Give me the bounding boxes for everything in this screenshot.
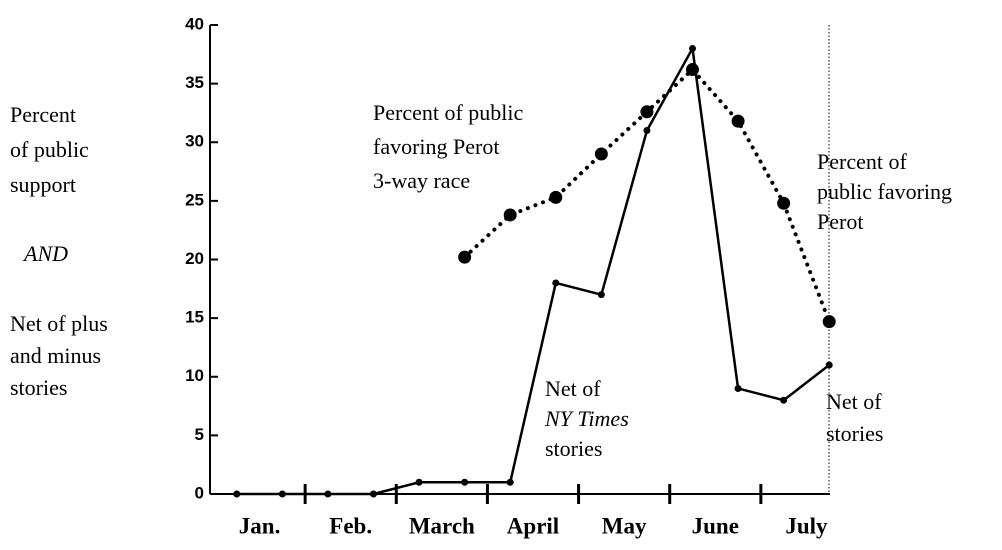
data-point [825,361,833,369]
annotation: Net of [545,376,601,401]
annotation: public favoring [817,179,952,204]
y-tick-label: 5 [195,425,204,444]
y-tick-label: 30 [185,132,204,151]
data-point [734,384,742,392]
y-axis-label: stories [10,375,67,400]
annotation: NY Times [544,406,629,431]
data-point [780,396,788,404]
data-point [689,44,696,52]
annotation: Net of [826,389,882,414]
y-tick-label: 10 [185,366,204,385]
data-point [233,490,241,498]
data-point [506,478,514,486]
data-point [640,105,654,119]
annotation: Percent of [817,149,907,174]
x-tick-label: March [409,513,475,538]
annotation: favoring Perot [373,134,499,159]
y-tick-label: 0 [195,483,204,502]
data-point [643,127,651,135]
y-tick-label: 40 [185,14,204,33]
data-point [503,208,517,222]
data-point [552,279,560,287]
annotation: Perot [817,209,863,234]
y-axis-label: AND [22,241,68,266]
x-tick-label: Jan. [239,513,281,538]
data-point [461,478,469,486]
data-point [549,190,563,204]
x-tick-label: Feb. [329,513,372,538]
y-tick-label: 15 [185,308,204,327]
data-point [278,490,286,498]
data-point [415,478,423,486]
data-point [686,63,699,77]
y-tick-label: 20 [185,249,204,268]
data-point [777,196,791,210]
y-axis-label: of public [10,137,89,162]
data-point [458,250,472,264]
data-point [324,490,332,498]
y-axis-label: and minus [10,343,101,368]
y-tick-label: 35 [185,73,204,92]
data-point [822,315,836,329]
annotation: stories [826,421,883,446]
x-tick-label: April [507,513,559,538]
data-point [594,147,608,161]
data-point [731,114,745,128]
data-point [370,490,377,498]
y-axis-label: Net of plus [10,311,108,336]
x-tick-label: May [602,513,647,538]
annotation: stories [545,436,602,461]
x-tick-label: July [785,513,828,538]
series-line [235,47,831,496]
y-axis-label: support [10,172,76,197]
x-tick-label: June [692,513,739,538]
y-axis-label: Percent [10,102,76,127]
data-point [597,291,605,299]
y-tick-label: 25 [185,190,204,209]
annotation: 3-way race [373,168,470,193]
annotation: Percent of public [373,100,524,125]
